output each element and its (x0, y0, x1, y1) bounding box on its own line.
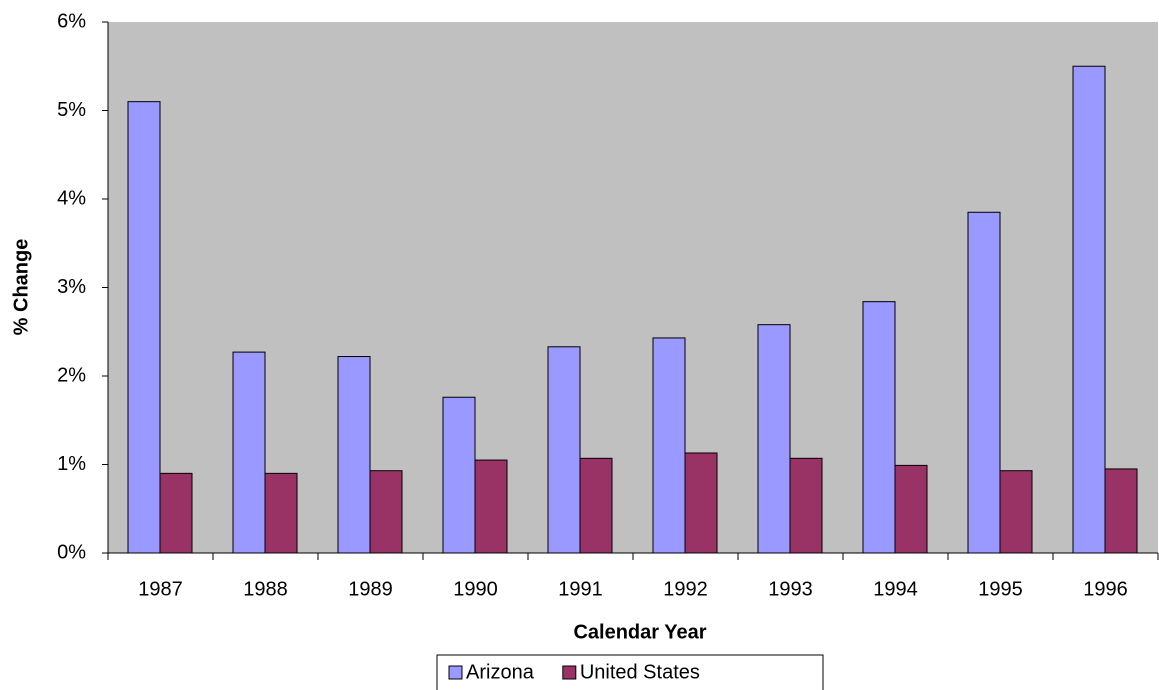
bar (684, 452, 718, 554)
bar (442, 396, 476, 554)
bar (127, 101, 161, 554)
y-tick-label: 2% (57, 364, 86, 386)
y-tick-label: 3% (57, 276, 86, 298)
x-tick-label: 1991 (558, 578, 603, 600)
bar (1072, 65, 1106, 554)
x-tick-label: 1990 (453, 578, 498, 600)
bar (264, 472, 298, 554)
x-tick-label: 1995 (978, 578, 1023, 600)
bar (652, 337, 686, 554)
y-tick-label: 4% (57, 187, 86, 209)
bar (1104, 468, 1138, 554)
x-axis-title: Calendar Year (573, 621, 706, 643)
bar (474, 459, 508, 554)
x-tick-label: 1987 (138, 578, 183, 600)
bar (579, 457, 613, 554)
x-tick-label: 1992 (663, 578, 708, 600)
bar (862, 301, 896, 554)
bar (789, 457, 823, 554)
legend-label: United States (580, 661, 700, 683)
legend-swatch (562, 665, 577, 680)
y-tick-label: 6% (57, 10, 86, 32)
bar (894, 464, 928, 554)
y-axis-title: % Change (10, 239, 32, 336)
x-tick-label: 1988 (243, 578, 288, 600)
x-tick-label: 1994 (873, 578, 918, 600)
bar (967, 211, 1001, 554)
y-tick-label: 1% (57, 453, 86, 475)
x-tick-label: 1996 (1083, 578, 1128, 600)
x-tick-label: 1989 (348, 578, 393, 600)
bar (369, 470, 403, 554)
bar (337, 356, 371, 554)
y-tick-label: 5% (57, 99, 86, 121)
bar (232, 351, 266, 554)
bar (547, 346, 581, 554)
bar (159, 472, 193, 554)
y-tick-label: 0% (57, 541, 86, 563)
bar (757, 324, 791, 554)
legend-box (436, 654, 824, 690)
bar (999, 470, 1033, 554)
legend-swatch (448, 665, 463, 680)
legend-label: Arizona (466, 661, 535, 683)
x-tick-label: 1993 (768, 578, 813, 600)
